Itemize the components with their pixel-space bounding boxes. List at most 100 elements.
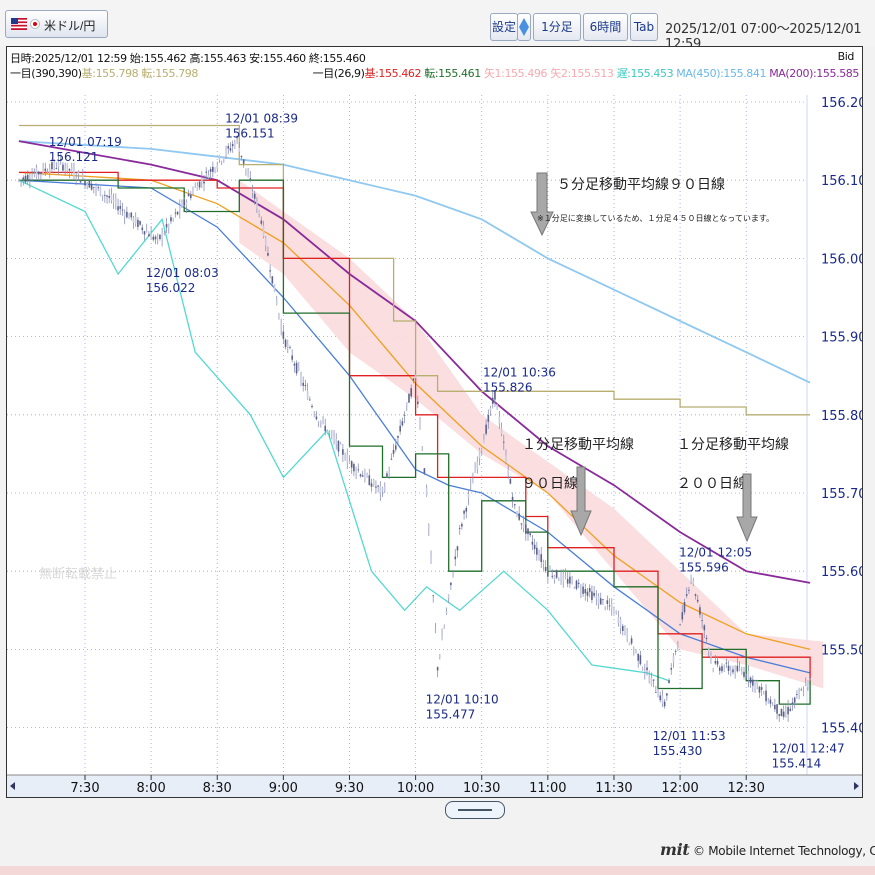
price-label-date: 12/01 08:03 [146,266,219,280]
candle-body [507,469,509,475]
candle-body [227,146,230,149]
candle-body [602,599,604,601]
candle-body [767,701,770,703]
candle-body [344,458,346,460]
candle-body [405,402,408,405]
candle-body [436,667,439,671]
tab-button[interactable]: Tab [630,13,658,41]
candle-body [269,270,271,272]
candle-body [62,164,64,171]
y-tick-label: 156.100 [821,174,862,189]
scroll-handle[interactable] [445,801,505,819]
candle-body [787,707,789,715]
candle-body [117,206,119,211]
candle-body [253,193,256,199]
candle-body [359,474,362,477]
candle-body [538,555,540,559]
timeframe-button[interactable]: 1分足 [533,13,581,41]
timeframe-selector-button[interactable] [517,13,531,41]
candle-body [176,211,179,215]
candle-body [443,626,446,628]
candle-body [284,339,287,348]
candle-body [624,626,626,634]
candle-body [729,669,732,674]
candle-body [236,137,238,139]
diamond-icon [519,18,529,36]
candle-body [456,546,459,551]
candle-body [271,276,274,284]
candle-body [205,171,208,173]
candle-body [450,582,452,586]
candle-body [769,699,772,704]
candle-body [337,440,340,452]
settings-button[interactable]: 設定 [490,13,518,41]
candle-body [342,449,344,455]
candle-body [756,681,759,685]
candle-body [494,390,496,400]
candle-body [31,175,33,180]
range-button[interactable]: 6時間 [583,13,628,41]
candle-body [24,175,27,183]
candle-body [628,642,631,645]
scroll-right-icon[interactable] [854,782,859,790]
candle-body [688,589,690,591]
candle-body [467,494,470,498]
candle-body [90,183,93,190]
candle-body [580,590,582,592]
candle-body [223,157,225,160]
scroll-left-icon[interactable] [10,782,15,790]
candle-body [754,680,756,689]
candle-body [84,180,86,186]
candle-body [630,638,633,644]
candle-body [652,679,655,681]
candle-body [234,142,236,148]
candle-body [121,209,124,211]
candle-body [758,686,761,693]
currency-pair-tab[interactable]: 米ドル/円 [5,10,108,38]
candle-body [348,461,351,463]
ma200-annotation-line1: １分足移動平均線 [677,437,789,453]
candle-body [108,196,111,198]
candle-body [785,712,787,714]
chart-frame: 156.200 156.100 156.000 155.900 155.800 155.7… [6,46,863,798]
ma200-readout: MA(200):155.585 [769,67,859,80]
candle-body [134,217,137,224]
candle-body [220,161,223,163]
candle-body [522,521,525,528]
candle-body [245,168,247,170]
candle-body [434,630,437,631]
price-chart[interactable]: 156.200 156.100 156.000 155.900 155.800 155.7… [7,47,862,797]
candle-body [357,469,360,471]
price-label-date: 12/01 10:36 [483,365,556,379]
candle-body [335,438,338,445]
candle-body [399,425,401,432]
candle-body [547,571,549,577]
candle-body [35,167,38,177]
candle-body [566,578,569,584]
candle-body [187,193,190,197]
candle-body [156,236,159,238]
candle-body [251,191,254,193]
candle-body [106,195,108,197]
candle-body [807,680,809,688]
candle-body [776,704,778,714]
candle-body [626,631,628,640]
candle-body [249,178,252,181]
candle-body [778,714,781,716]
x-tick-label: 12:00 [661,781,698,796]
candle-body [212,166,214,172]
candle-body [88,180,91,188]
candle-body [350,461,353,468]
x-tick-label: 7:30 [70,781,99,796]
candle-body [306,390,309,399]
candle-body [410,388,412,397]
candle-body [112,199,115,202]
candle-body [513,504,516,506]
candle-body [692,580,695,585]
candle-body [55,168,58,169]
candle-body [26,174,29,181]
candle-body [782,711,785,717]
candle-body [361,475,364,477]
candle-body [606,600,609,604]
candle-body [593,592,595,596]
